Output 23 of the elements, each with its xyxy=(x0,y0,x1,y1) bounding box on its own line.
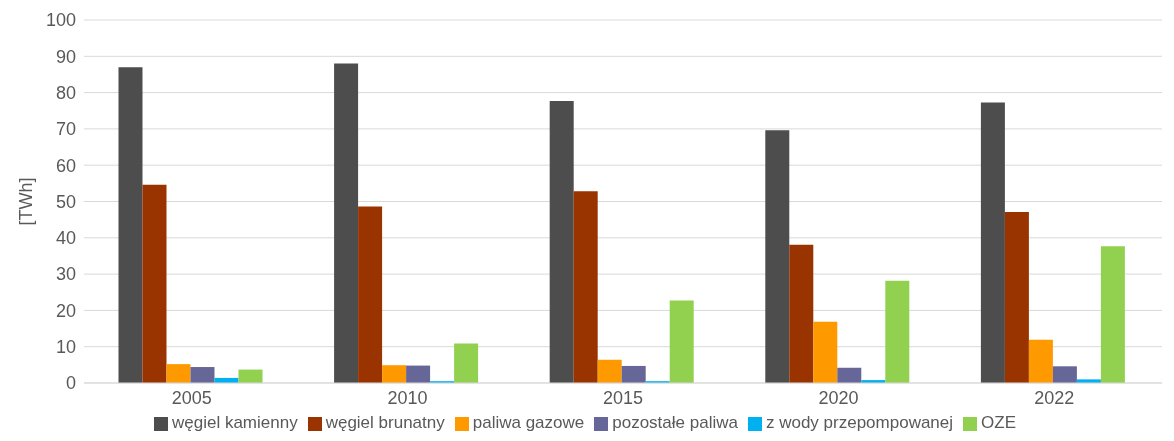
y-tick-label: 30 xyxy=(55,264,76,285)
y-tick-label: 60 xyxy=(55,155,76,176)
y-tick-label: 100 xyxy=(45,10,76,31)
y-tick-label: 20 xyxy=(55,300,76,321)
y-tick-label: 50 xyxy=(55,191,76,212)
x-tick-label: 2022 xyxy=(1034,387,1075,408)
legend-label: węgiel brunatny xyxy=(325,413,445,432)
y-tick-label: 90 xyxy=(55,46,76,67)
y-tick-label: 10 xyxy=(55,337,76,358)
legend-label: OZE xyxy=(981,413,1017,432)
legend-label: z wody przepompowanej xyxy=(765,413,954,432)
x-tick-label: 2015 xyxy=(602,387,644,408)
legend-label: paliwa gazowe xyxy=(472,413,585,432)
y-tick-label: 40 xyxy=(55,228,76,249)
legend-label: pozostałe paliwa xyxy=(612,413,738,432)
y-tick-label: 70 xyxy=(55,119,76,140)
x-tick-label: 2010 xyxy=(387,387,428,408)
y-tick-label: 0 xyxy=(65,373,76,394)
y-tick-label: 80 xyxy=(55,82,76,103)
x-tick-label: 2005 xyxy=(171,387,212,408)
y-axis-title: [TWh] xyxy=(16,177,37,226)
x-tick-label: 2020 xyxy=(818,387,859,408)
legend-label: węgiel kamienny xyxy=(171,413,298,432)
